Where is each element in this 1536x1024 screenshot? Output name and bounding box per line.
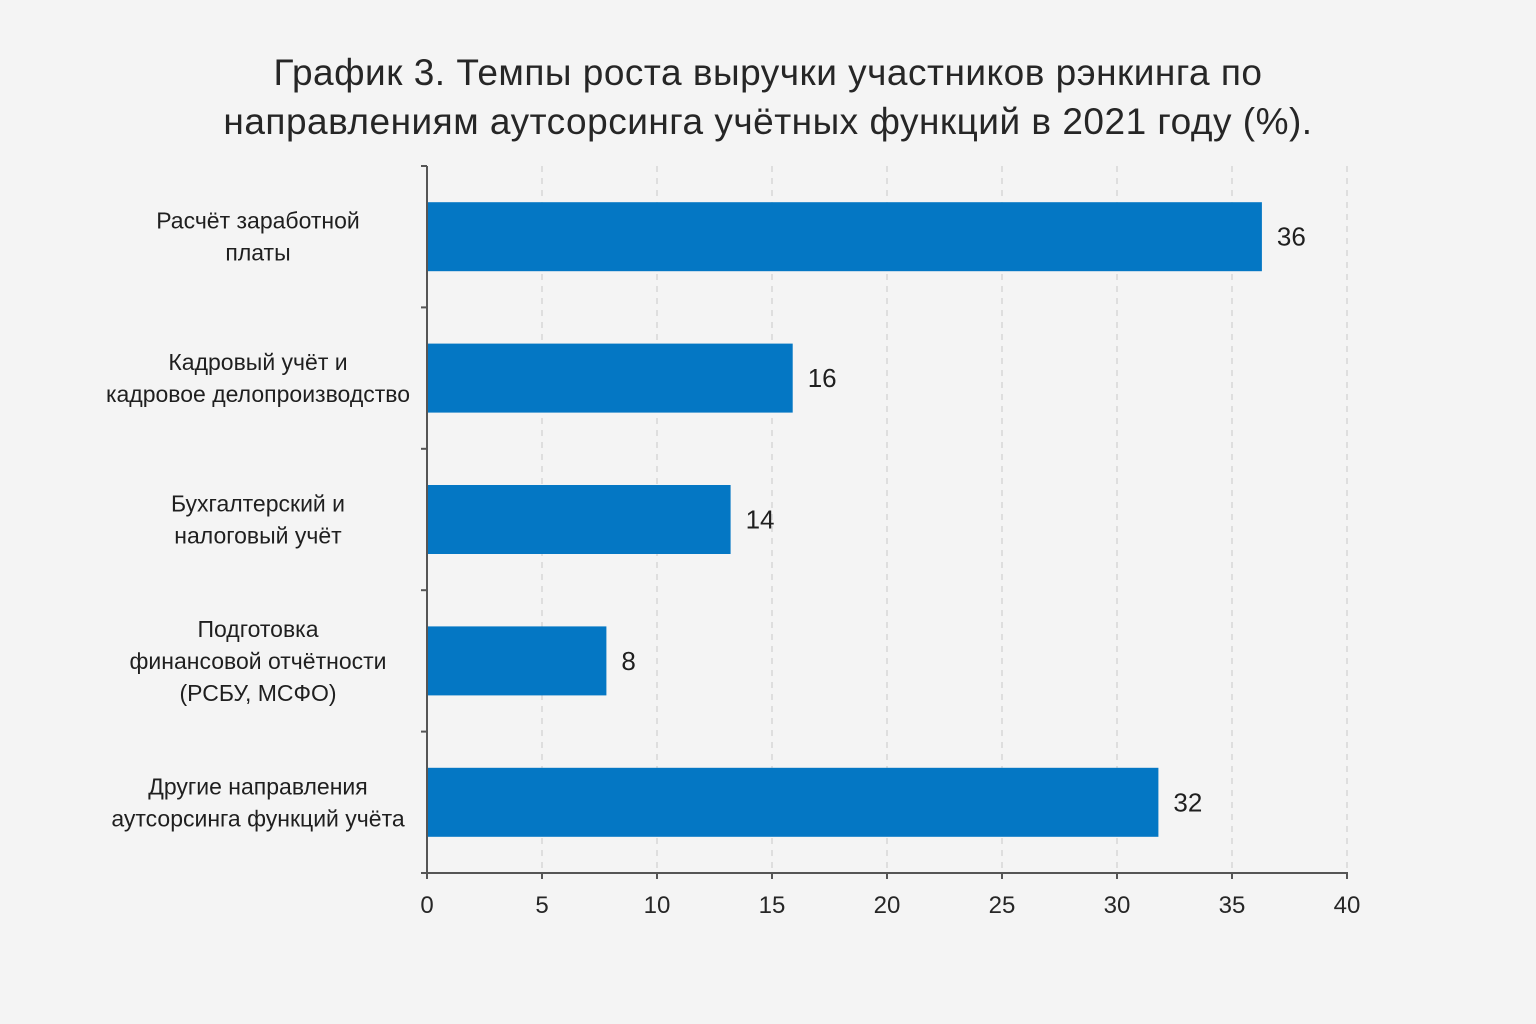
category-label-3-line-0: Подготовка bbox=[197, 616, 318, 642]
category-label-0: Расчёт заработной платы bbox=[156, 208, 360, 266]
x-tick-label-7: 35 bbox=[1219, 892, 1246, 919]
bar-3 bbox=[428, 626, 607, 696]
chart-title-line-2: направлениям аутсорсинга учётных функций… bbox=[223, 101, 1313, 142]
category-label-1-line-1: кадровое делопроизводство bbox=[106, 381, 410, 407]
x-tick-label-8: 40 bbox=[1334, 892, 1361, 919]
bar-1 bbox=[428, 343, 793, 413]
chart-title: График 3. Темпы роста выручки участников… bbox=[0, 48, 1536, 146]
x-tick-label-2: 10 bbox=[644, 892, 671, 919]
x-tick-label-1: 5 bbox=[535, 892, 548, 919]
category-label-2: Бухгалтерский и налоговый учёт bbox=[171, 491, 345, 549]
bar-2 bbox=[428, 485, 731, 554]
chart-title-line-1: График 3. Темпы роста выручки участников… bbox=[273, 52, 1263, 93]
category-label-4: Другие направления аутсорсинга функций уч… bbox=[111, 773, 405, 831]
category-label-4-line-0: Другие направления bbox=[148, 773, 367, 799]
value-label-3: 8 bbox=[621, 646, 635, 676]
x-tick-label-4: 20 bbox=[874, 892, 901, 919]
bar-4 bbox=[428, 767, 1159, 837]
value-label-0: 36 bbox=[1277, 222, 1306, 252]
x-tick-label-3: 15 bbox=[759, 892, 786, 919]
category-label-1: Кадровый учёт и кадровое делопроизводство bbox=[106, 349, 410, 407]
category-label-0-line-1: платы bbox=[225, 240, 290, 266]
x-tick-label-0: 0 bbox=[420, 892, 433, 919]
category-label-2-line-1: налоговый учёт bbox=[174, 523, 342, 549]
x-tick-label-6: 30 bbox=[1104, 892, 1131, 919]
category-label-0-line-0: Расчёт заработной bbox=[156, 208, 360, 234]
value-label-4: 32 bbox=[1173, 787, 1202, 817]
category-label-4-line-1: аутсорсинга функций учёта bbox=[111, 805, 405, 831]
bar-0 bbox=[428, 202, 1262, 272]
category-label-3: Подготовка финансовой отчётности (РСБУ, МС… bbox=[129, 616, 386, 706]
category-label-3-line-2: (РСБУ, МСФО) bbox=[179, 680, 336, 706]
category-label-3-line-1: финансовой отчётности bbox=[129, 648, 386, 674]
value-label-2: 14 bbox=[746, 505, 775, 535]
category-label-2-line-0: Бухгалтерский и bbox=[171, 491, 345, 517]
value-label-1: 16 bbox=[808, 363, 837, 393]
x-tick-label-5: 25 bbox=[989, 892, 1016, 919]
category-label-1-line-0: Кадровый учёт и bbox=[168, 349, 347, 375]
